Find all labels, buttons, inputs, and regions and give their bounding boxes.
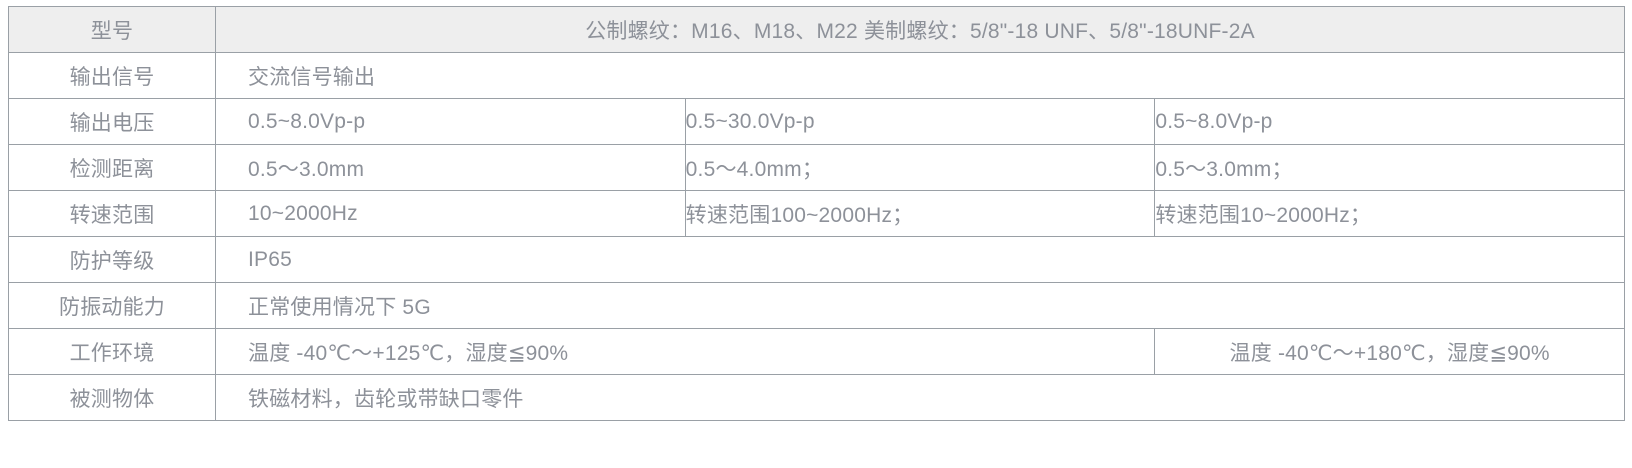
- cell-detection-distance-variant-3: 0.5～3.0mm；: [1154, 144, 1625, 191]
- cell-output-signal-value: 交流信号输出: [215, 52, 1625, 99]
- cell-speed-range-variant-1: 10~2000Hz: [215, 190, 686, 237]
- row-label-protection-rating: 防护等级: [8, 236, 216, 283]
- cell-detection-distance-variant-1: 0.5～3.0mm: [215, 144, 686, 191]
- row-label-output-signal: 输出信号: [8, 52, 216, 99]
- row-label-detection-distance: 检测距离: [8, 144, 216, 191]
- cell-output-voltage-variant-2: 0.5~30.0Vp-p: [684, 98, 1156, 145]
- specification-table-container: 型号 公制螺纹：M16、M18、M22 美制螺纹：5/8"-18 UNF、5/8…: [8, 6, 1625, 462]
- table-row-output-voltage: 输出电压 0.5~8.0Vp-p 0.5~30.0Vp-p 0.5~8.0Vp-…: [8, 98, 1625, 145]
- cell-output-voltage-variant-3: 0.5~8.0Vp-p: [1154, 98, 1625, 145]
- table-row-detection-distance: 检测距离 0.5～3.0mm 0.5～4.0mm； 0.5～3.0mm；: [8, 144, 1625, 191]
- table-row-model: 型号 公制螺纹：M16、M18、M22 美制螺纹：5/8"-18 UNF、5/8…: [8, 6, 1625, 53]
- table-row-protection-rating: 防护等级 IP65: [8, 236, 1625, 283]
- cell-vibration-resistance-value: 正常使用情况下 5G: [215, 282, 1625, 329]
- table-row-working-environment: 工作环境 温度 -40℃～+125℃，湿度≦90% 温度 -40℃～+180℃，…: [8, 328, 1625, 375]
- cell-speed-range-variant-2: 转速范围100~2000Hz；: [684, 190, 1156, 237]
- cell-target-object-value: 铁磁材料，齿轮或带缺口零件: [215, 374, 1625, 421]
- row-label-model: 型号: [8, 6, 216, 53]
- cell-working-environment-variant-1: 温度 -40℃～+125℃，湿度≦90%: [214, 328, 1156, 375]
- row-label-output-voltage: 输出电压: [8, 98, 216, 145]
- cell-working-environment-variant-2: 温度 -40℃～+180℃，湿度≦90%: [1154, 328, 1625, 375]
- table-row-speed-range: 转速范围 10~2000Hz 转速范围100~2000Hz； 转速范围10~20…: [8, 190, 1625, 237]
- table-row-target-object: 被测物体 铁磁材料，齿轮或带缺口零件: [8, 374, 1625, 421]
- row-label-target-object: 被测物体: [8, 374, 216, 421]
- table-row-output-signal: 输出信号 交流信号输出: [8, 52, 1625, 99]
- cell-protection-rating-value: IP65: [215, 236, 1625, 283]
- cell-model-thread-spec: 公制螺纹：M16、M18、M22 美制螺纹：5/8"-18 UNF、5/8"-1…: [215, 6, 1625, 53]
- specification-table: 型号 公制螺纹：M16、M18、M22 美制螺纹：5/8"-18 UNF、5/8…: [8, 6, 1625, 421]
- row-label-speed-range: 转速范围: [8, 190, 216, 237]
- cell-output-voltage-variant-1: 0.5~8.0Vp-p: [215, 98, 686, 145]
- specification-table-body: 型号 公制螺纹：M16、M18、M22 美制螺纹：5/8"-18 UNF、5/8…: [8, 6, 1625, 421]
- cell-speed-range-variant-3: 转速范围10~2000Hz；: [1154, 190, 1625, 237]
- row-label-working-environment: 工作环境: [8, 328, 216, 375]
- cell-detection-distance-variant-2: 0.5～4.0mm；: [684, 144, 1156, 191]
- row-label-vibration-resistance: 防振动能力: [8, 282, 216, 329]
- table-row-vibration-resistance: 防振动能力 正常使用情况下 5G: [8, 282, 1625, 329]
